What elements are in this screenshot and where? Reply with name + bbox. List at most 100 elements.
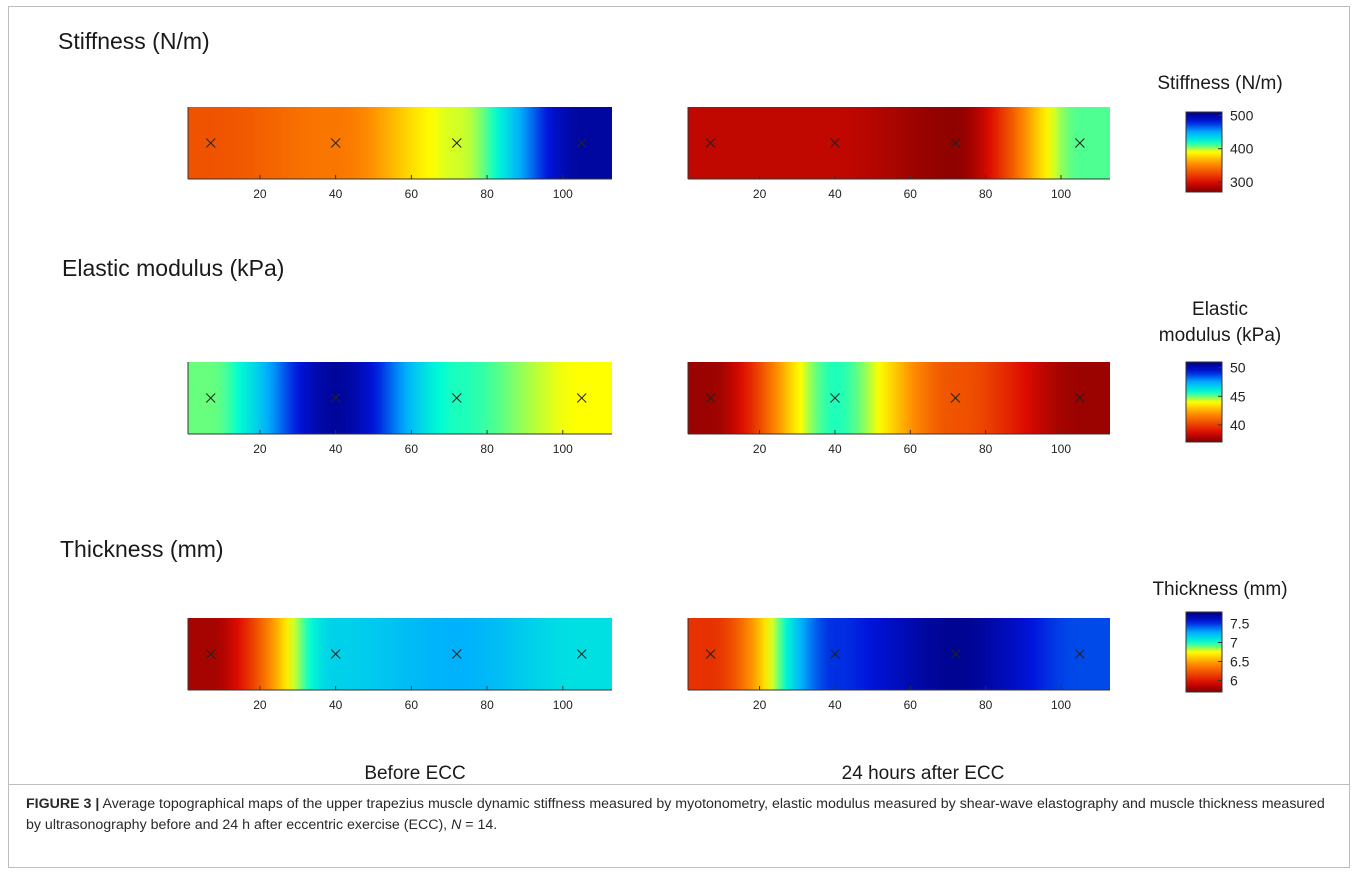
- colorbar-row1: [1185, 111, 1223, 193]
- x-tick-label: 100: [553, 698, 573, 712]
- x-tick-label: 20: [253, 187, 267, 201]
- measurement-marker: [1075, 649, 1085, 659]
- heatmap-panel-row2-col1: [188, 362, 612, 434]
- heatmap-panel-row1-col1: [188, 107, 612, 179]
- caption-divider: [8, 784, 1350, 785]
- marker-stroke: [576, 649, 587, 659]
- marker-stroke: [330, 649, 341, 659]
- marker-stroke: [830, 393, 840, 403]
- colorbar-tick-label: 6: [1230, 673, 1238, 689]
- colorbar-title-line1: Elastic: [1192, 299, 1248, 320]
- x-tick-label: 40: [828, 187, 842, 201]
- colorbar-tick-label: 300: [1230, 174, 1254, 190]
- column-label-before: Before ECC: [364, 763, 466, 784]
- marker-stroke: [576, 138, 587, 148]
- measurement-marker: [330, 393, 341, 403]
- colorbar-title-thickness: Thickness (mm): [1152, 579, 1288, 600]
- caption-text: Average topographical maps of the upper …: [26, 796, 1325, 833]
- measurement-marker: [950, 649, 961, 659]
- measurement-marker: [205, 649, 216, 659]
- figure-caption: FIGURE 3 | Average topographical maps of…: [26, 794, 1336, 836]
- x-tick-label: 80: [979, 698, 993, 712]
- marker-stroke: [330, 138, 341, 148]
- x-tick-label: 20: [753, 442, 767, 456]
- measurement-marker: [830, 138, 840, 148]
- measurement-marker: [830, 649, 840, 659]
- colorbar-tick-label: 400: [1230, 141, 1254, 157]
- x-tick-label: 80: [480, 187, 494, 201]
- x-tick-label: 40: [828, 698, 842, 712]
- marker-stroke: [1075, 649, 1085, 659]
- x-tick-label: 60: [405, 442, 419, 456]
- heatmap-panel-row2-col2: [688, 362, 1110, 434]
- measurement-marker: [950, 393, 961, 403]
- colorbar-tick-label: 6.5: [1230, 654, 1250, 670]
- measurement-marker: [205, 138, 216, 148]
- x-tick-label: 100: [1051, 698, 1071, 712]
- x-tick-label: 60: [405, 187, 419, 201]
- x-tick-label: 80: [979, 187, 993, 201]
- x-tick-label: 80: [979, 442, 993, 456]
- column-label-after: 24 hours after ECC: [841, 763, 1005, 784]
- measurement-marker: [330, 138, 341, 148]
- marker-stroke: [705, 649, 716, 659]
- x-tick-label: 20: [253, 442, 267, 456]
- x-tick-label: 100: [553, 442, 573, 456]
- heatmap-panel-row1-col2: [688, 107, 1110, 179]
- colorbar-tick-label: 40: [1230, 417, 1246, 433]
- caption-label: FIGURE 3 |: [26, 796, 100, 812]
- x-tick-label: 40: [329, 442, 343, 456]
- x-tick-label: 60: [904, 187, 918, 201]
- x-tick-label: 40: [828, 442, 842, 456]
- heatmap-panel-row3-col2: [688, 618, 1110, 690]
- marker-stroke: [830, 649, 840, 659]
- colorbar-tick-label: 50: [1230, 360, 1246, 376]
- measurement-marker: [705, 138, 716, 148]
- colorbar-title-stiffness: Stiffness (N/m): [1157, 73, 1283, 94]
- x-tick-label: 80: [480, 698, 494, 712]
- marker-stroke: [950, 393, 961, 403]
- figure-frame: [8, 6, 1350, 868]
- marker-stroke: [451, 393, 462, 403]
- colorbar-tick-label: 45: [1230, 388, 1246, 404]
- marker-stroke: [705, 393, 716, 403]
- measurement-marker: [451, 649, 462, 659]
- measurement-marker: [1075, 138, 1085, 148]
- x-tick-label: 40: [329, 187, 343, 201]
- x-tick-label: 40: [329, 698, 343, 712]
- measurement-marker: [1075, 393, 1085, 403]
- measurement-marker: [950, 138, 961, 148]
- x-tick-label: 100: [553, 187, 573, 201]
- x-tick-label: 60: [904, 442, 918, 456]
- measurement-marker: [830, 393, 840, 403]
- colorbar-title-elastic-modulus: Elastic modulus (kPa): [1140, 297, 1300, 349]
- marker-stroke: [205, 649, 216, 659]
- x-tick-label: 60: [904, 698, 918, 712]
- measurement-marker: [576, 649, 587, 659]
- marker-stroke: [451, 649, 462, 659]
- x-tick-label: 20: [753, 187, 767, 201]
- caption-n-value: = 14.: [461, 817, 498, 833]
- x-tick-label: 60: [405, 698, 419, 712]
- colorbar-tick-label: 7.5: [1230, 615, 1250, 631]
- caption-n-label: N: [451, 817, 462, 833]
- measurement-marker: [451, 138, 462, 148]
- marker-stroke: [330, 393, 341, 403]
- row-title-thickness: Thickness (mm): [60, 536, 224, 562]
- marker-stroke: [950, 649, 961, 659]
- measurement-marker: [330, 649, 341, 659]
- x-tick-label: 100: [1051, 442, 1071, 456]
- measurement-marker: [705, 649, 716, 659]
- measurement-marker: [576, 393, 587, 403]
- marker-stroke: [1075, 393, 1085, 403]
- measurement-marker: [205, 393, 216, 403]
- marker-stroke: [1075, 138, 1085, 148]
- measurement-marker: [576, 138, 587, 148]
- heatmap-panel-row3-col1: [188, 618, 612, 690]
- x-tick-label: 80: [480, 442, 494, 456]
- row-title-elastic-modulus: Elastic modulus (kPa): [62, 255, 285, 281]
- colorbar-title-line2: modulus (kPa): [1158, 325, 1282, 346]
- x-tick-label: 20: [253, 698, 267, 712]
- colorbar-row3: [1185, 611, 1223, 693]
